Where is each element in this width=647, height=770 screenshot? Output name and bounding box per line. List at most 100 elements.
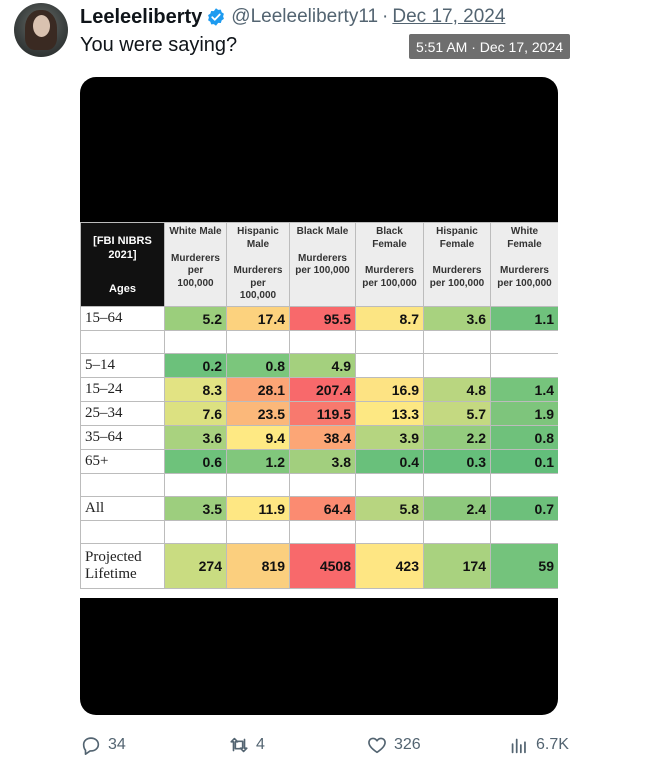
table-cell: 16.9 bbox=[355, 377, 424, 402]
table-cell: 9.4 bbox=[226, 425, 290, 450]
table-corner-title: [FBI NIBRS 2021] bbox=[93, 235, 152, 261]
table-corner-ages: Ages bbox=[109, 282, 136, 295]
table-row: Projected Lifetime 274 819 4508 423 174 59 bbox=[80, 543, 558, 589]
column-subtitle: Murderers per 100,000 bbox=[429, 265, 485, 289]
table-cell: 5.7 bbox=[423, 401, 491, 426]
repost-icon bbox=[230, 737, 248, 753]
column-title: White Female bbox=[507, 226, 542, 250]
table-cell: 0.6 bbox=[164, 449, 227, 474]
view-count: 6.7K bbox=[536, 736, 569, 753]
reply-action[interactable]: 34 bbox=[80, 734, 126, 756]
tweet-text: You were saying? bbox=[80, 34, 238, 56]
reply-icon bbox=[82, 737, 100, 755]
table-header-row: [FBI NIBRS 2021] Ages White Male Murderer… bbox=[80, 222, 558, 307]
author-name[interactable]: Leeleeliberty bbox=[80, 5, 203, 28]
table-cell bbox=[423, 330, 491, 354]
timestamp-tooltip: 5:51 AM · Dec 17, 2024 bbox=[409, 34, 570, 59]
tweet-media[interactable]: [FBI NIBRS 2021] Ages White Male Murderer… bbox=[80, 77, 558, 715]
column-subtitle: Murderers per 100,000 bbox=[171, 252, 220, 289]
table-cell: 423 bbox=[355, 543, 424, 589]
table-corner: [FBI NIBRS 2021] Ages bbox=[80, 222, 165, 307]
avatar-face bbox=[33, 15, 50, 37]
table-cell: 3.9 bbox=[355, 425, 424, 450]
table-cell bbox=[289, 473, 356, 497]
table-row: All 3.5 11.9 64.4 5.8 2.4 0.7 bbox=[80, 496, 558, 521]
column-subtitle: Murderers per 100,000 bbox=[295, 252, 350, 277]
column-header: White Male Murderers per 100,000 bbox=[164, 222, 227, 307]
table-cell: 0.3 bbox=[423, 449, 491, 474]
table-cell bbox=[423, 520, 491, 544]
column-subtitle: Murderers per 100,000 bbox=[497, 265, 552, 289]
table-cell: 1.9 bbox=[490, 401, 558, 426]
table-cell: 0.7 bbox=[490, 496, 558, 521]
column-title: Black Male bbox=[296, 226, 349, 237]
table-cell: 2.2 bbox=[423, 425, 491, 450]
row-label: 15–64 bbox=[80, 306, 165, 331]
table-cell: 0.2 bbox=[164, 353, 227, 378]
table-cell bbox=[490, 353, 558, 378]
verified-badge-icon[interactable] bbox=[206, 7, 226, 27]
table-row: 15–64 5.2 17.4 95.5 8.7 3.6 1.1 bbox=[80, 306, 558, 331]
table-spacer-row bbox=[80, 473, 558, 497]
table-cell: 1.2 bbox=[226, 449, 290, 474]
author-handle[interactable]: @Leeleeliberty11 bbox=[231, 6, 379, 27]
table-row: 35–64 3.6 9.4 38.4 3.9 2.2 0.8 bbox=[80, 425, 558, 450]
table-cell: 8.7 bbox=[355, 306, 424, 331]
table-cell: 5.2 bbox=[164, 306, 227, 331]
table-cell bbox=[226, 473, 290, 497]
row-label bbox=[80, 473, 165, 497]
table-row: 25–34 7.6 23.5 119.5 13.3 5.7 1.9 bbox=[80, 401, 558, 426]
table-cell bbox=[490, 520, 558, 544]
table-cell bbox=[289, 520, 356, 544]
row-label: 65+ bbox=[80, 449, 165, 474]
table-cell bbox=[423, 353, 491, 378]
table-row: 5–14 0.2 0.8 4.9 bbox=[80, 353, 558, 378]
table-cell: 0.8 bbox=[490, 425, 558, 450]
avatar[interactable] bbox=[14, 3, 68, 57]
column-subtitle: Murderers per 100,000 bbox=[362, 265, 417, 289]
table-cell bbox=[355, 473, 424, 497]
table-cell: 23.5 bbox=[226, 401, 290, 426]
table-cell bbox=[490, 330, 558, 354]
table-cell: 3.6 bbox=[423, 306, 491, 331]
column-header: Hispanic Female Murderers per 100,000 bbox=[423, 222, 491, 307]
table-cell bbox=[355, 330, 424, 354]
table-cell: 1.1 bbox=[490, 306, 558, 331]
table-cell: 1.4 bbox=[490, 377, 558, 402]
repost-action[interactable]: 4 bbox=[228, 734, 265, 756]
table-cell bbox=[490, 473, 558, 497]
table-cell: 4.9 bbox=[289, 353, 356, 378]
murder-rate-table-image: [FBI NIBRS 2021] Ages White Male Murderer… bbox=[80, 222, 558, 598]
table-cell bbox=[164, 473, 227, 497]
table-cell: 59 bbox=[490, 543, 558, 589]
table-row: 15–24 8.3 28.1 207.4 16.9 4.8 1.4 bbox=[80, 377, 558, 402]
table-cell: 119.5 bbox=[289, 401, 356, 426]
table-cell bbox=[423, 473, 491, 497]
table-cell: 4508 bbox=[289, 543, 356, 589]
table-cell: 3.8 bbox=[289, 449, 356, 474]
reply-count: 34 bbox=[108, 736, 126, 753]
column-title: White Male bbox=[169, 226, 222, 237]
views-action[interactable]: 6.7K bbox=[508, 734, 569, 756]
like-count: 326 bbox=[394, 736, 421, 753]
table-cell: 0.1 bbox=[490, 449, 558, 474]
row-label bbox=[80, 330, 165, 354]
table-cell: 28.1 bbox=[226, 377, 290, 402]
table-cell: 17.4 bbox=[226, 306, 290, 331]
row-label: 5–14 bbox=[80, 353, 165, 378]
row-label: Projected Lifetime bbox=[80, 543, 165, 589]
row-label: All bbox=[80, 496, 165, 521]
table-cell: 3.5 bbox=[164, 496, 227, 521]
row-label: 25–34 bbox=[80, 401, 165, 426]
heart-icon bbox=[368, 737, 386, 754]
table-cell: 5.8 bbox=[355, 496, 424, 521]
like-action[interactable]: 326 bbox=[366, 734, 421, 756]
separator-dot: · bbox=[382, 6, 389, 27]
murder-rate-table: [FBI NIBRS 2021] Ages White Male Murderer… bbox=[80, 222, 558, 589]
table-cell: 7.6 bbox=[164, 401, 227, 426]
tweet-date-link[interactable]: Dec 17, 2024 bbox=[392, 6, 506, 27]
row-label: 15–24 bbox=[80, 377, 165, 402]
repost-count: 4 bbox=[256, 736, 265, 753]
table-cell: 0.8 bbox=[226, 353, 290, 378]
table-cell: 11.9 bbox=[226, 496, 290, 521]
